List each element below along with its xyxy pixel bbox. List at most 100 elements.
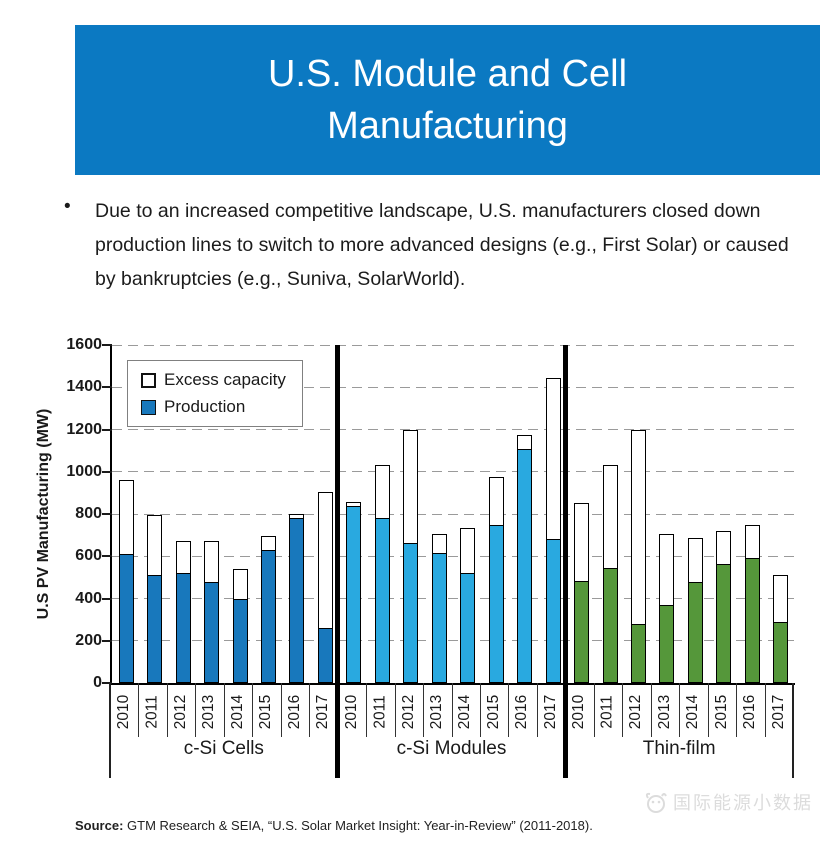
bar-production-c-Si Modules-2010 <box>346 505 362 683</box>
bar-production-c-Si Cells-2017 <box>317 628 333 683</box>
y-tick-mark-200 <box>102 639 112 642</box>
bar-production-c-Si Cells-2016 <box>289 518 305 683</box>
bar-production-c-Si Modules-2016 <box>517 448 533 683</box>
year-text: 2010 <box>115 694 133 729</box>
gridline-400 <box>112 598 795 599</box>
bar-excess-c-Si Cells-2010 <box>118 480 134 556</box>
year-text: 2011 <box>371 694 389 729</box>
bar-production-c-Si Modules-2017 <box>545 539 561 683</box>
y-tick-label-600: 600 <box>75 547 102 565</box>
year-text: 2011 <box>599 694 617 729</box>
bar-excess-c-Si Modules-2016 <box>517 434 533 450</box>
year-separator <box>166 683 168 737</box>
year-label-c-Si Modules-2013: 2013 <box>423 685 451 738</box>
year-separator <box>536 683 538 737</box>
year-separator <box>252 683 254 737</box>
chart-legend: Excess capacity Production <box>127 360 303 427</box>
year-separator <box>508 683 510 737</box>
group-separator-2 <box>562 345 568 778</box>
gridline-800 <box>112 513 795 515</box>
y-tick-mark-600 <box>102 555 112 558</box>
year-text: 2011 <box>143 694 161 729</box>
bar-production-Thin-film-2011 <box>602 567 618 683</box>
bar-excess-c-Si Cells-2016 <box>289 514 305 520</box>
y-tick-label-1000: 1000 <box>66 462 102 480</box>
title-banner: U.S. Module and Cell Manufacturing <box>75 25 820 175</box>
year-text: 2016 <box>285 694 303 729</box>
bar-excess-Thin-film-2016 <box>744 524 760 560</box>
bar-production-c-Si Cells-2014 <box>232 598 248 683</box>
year-separator <box>223 683 225 737</box>
year-text: 2014 <box>229 694 247 729</box>
year-label-c-Si Modules-2012: 2012 <box>395 685 423 738</box>
year-text: 2014 <box>456 694 474 729</box>
year-separator <box>707 683 709 737</box>
bar-excess-c-Si Modules-2013 <box>431 534 447 555</box>
bar-excess-c-Si Cells-2011 <box>147 515 163 577</box>
year-label-c-Si Cells-2015: 2015 <box>252 685 280 738</box>
gridline-1600 <box>112 344 795 346</box>
bar-excess-c-Si Modules-2011 <box>374 465 390 520</box>
excess-capacity-swatch-icon <box>141 372 156 388</box>
source-citation: Source: GTM Research & SEIA, “U.S. Solar… <box>75 818 593 833</box>
year-separator <box>479 683 481 737</box>
bar-production-c-Si Cells-2012 <box>175 573 191 683</box>
bar-excess-Thin-film-2011 <box>602 465 618 569</box>
bar-production-Thin-film-2016 <box>744 558 760 683</box>
watermark: 国际能源小数据 <box>641 788 813 816</box>
bar-excess-c-Si Modules-2014 <box>460 527 476 575</box>
year-separator <box>423 683 425 737</box>
bar-excess-Thin-film-2013 <box>659 534 675 606</box>
y-tick-mark-800 <box>102 513 112 515</box>
year-label-Thin-film-2016: 2016 <box>736 685 764 738</box>
year-label-Thin-film-2015: 2015 <box>708 685 736 738</box>
year-text: 2014 <box>684 694 702 729</box>
bar-excess-Thin-film-2012 <box>630 429 646 625</box>
bar-production-Thin-film-2017 <box>773 621 789 683</box>
bar-production-c-Si Modules-2012 <box>403 542 419 683</box>
y-tick-label-800: 800 <box>75 505 102 522</box>
bar-production-c-Si Cells-2015 <box>261 549 277 683</box>
year-separator <box>195 683 197 737</box>
x-axis: 2010 2011 2012 2013 2014 2015 2016 2017 c-Si Cel… <box>109 683 794 778</box>
axis-edge-left <box>109 683 111 778</box>
year-text: 2017 <box>769 694 787 729</box>
bar-excess-c-Si Modules-2010 <box>346 502 362 507</box>
year-label-c-Si Cells-2017: 2017 <box>309 685 337 738</box>
source-label: Source: <box>75 818 124 833</box>
year-text: 2015 <box>485 694 503 729</box>
year-text: 2013 <box>655 694 673 729</box>
source-text: GTM Research & SEIA, “U.S. Solar Market … <box>127 818 593 833</box>
year-separator <box>280 683 282 737</box>
y-axis-tick-labels: 0 200 400 600 800 1000 1200 1400 1600 <box>38 336 102 691</box>
bar-production-Thin-film-2012 <box>630 623 646 683</box>
year-label-c-Si Cells-2011: 2011 <box>138 685 166 738</box>
year-label-c-Si Modules-2017: 2017 <box>537 685 565 738</box>
bar-excess-Thin-film-2015 <box>716 530 732 565</box>
year-text: 2010 <box>342 694 360 729</box>
bar-excess-c-Si Cells-2015 <box>261 536 277 551</box>
year-label-Thin-film-2011: 2011 <box>594 685 622 738</box>
year-label-Thin-film-2010: 2010 <box>565 685 593 738</box>
bar-excess-c-Si Cells-2014 <box>232 568 248 600</box>
year-label-c-Si Cells-2013: 2013 <box>195 685 223 738</box>
legend-label-excess: Excess capacity <box>164 370 286 389</box>
year-separator <box>650 683 652 737</box>
y-tick-mark-1200 <box>102 428 112 431</box>
y-tick-label-400: 400 <box>75 589 102 607</box>
y-tick-label-1600: 1600 <box>66 336 102 353</box>
y-tick-label-0: 0 <box>93 674 102 691</box>
year-separator <box>593 683 595 737</box>
bullet-text: Due to an increased competitive landscap… <box>95 200 789 290</box>
bar-excess-c-Si Modules-2015 <box>488 477 504 526</box>
gridline-200 <box>112 640 795 642</box>
year-separator <box>309 683 311 737</box>
bar-production-c-Si Modules-2011 <box>374 518 390 683</box>
year-separator <box>679 683 681 737</box>
bar-production-c-Si Modules-2014 <box>460 573 476 683</box>
bar-excess-c-Si Modules-2012 <box>403 429 419 544</box>
bar-production-Thin-film-2010 <box>574 580 590 683</box>
year-label-c-Si Cells-2016: 2016 <box>281 685 309 738</box>
year-label-c-Si Modules-2011: 2011 <box>366 685 394 738</box>
